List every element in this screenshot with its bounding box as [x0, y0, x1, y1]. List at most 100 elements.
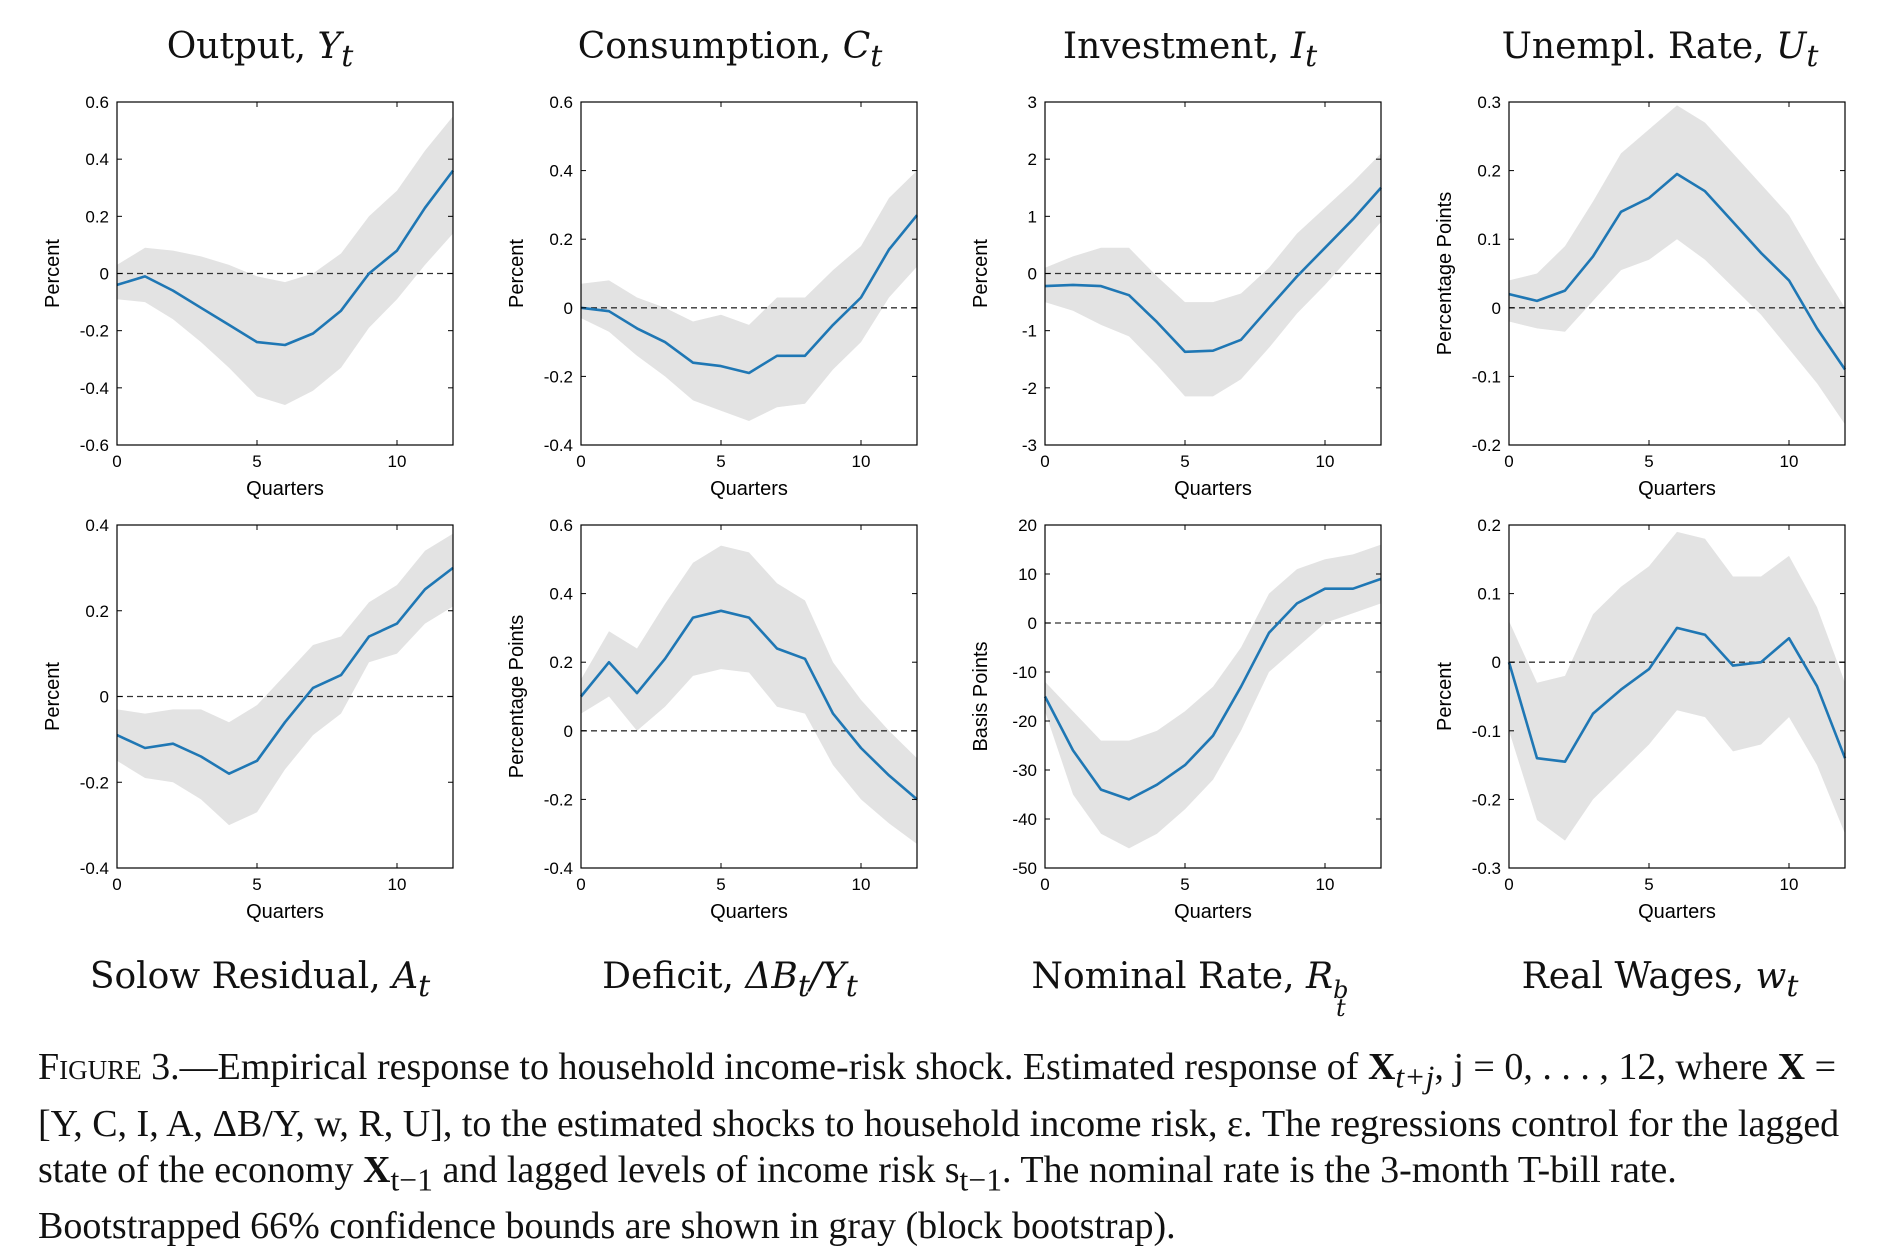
- panel-title-name: Unempl. Rate,: [1501, 26, 1777, 67]
- y-axis-label: Basis Points: [970, 641, 992, 751]
- x-tick-label: 10: [388, 452, 407, 471]
- x-tick-label: 5: [252, 452, 261, 471]
- x-axis-label: Quarters: [1174, 478, 1252, 500]
- caption-text-4: , U], to the estimated shocks to househo…: [383, 1102, 1243, 1145]
- panel-nominal-rate: -50 -40 -30 -20 -10 0 10 20 0 5 10 Quarters Basis Po…: [970, 516, 1382, 923]
- y-tick-label: -10: [1012, 663, 1037, 682]
- y-tick-label: -0.4: [80, 379, 109, 398]
- x-tick-label: 5: [252, 875, 261, 894]
- confidence-band: [581, 170, 917, 421]
- axes-frame: [580, 101, 918, 446]
- caption-vars: , C, I, A, ΔB/Y, w, R: [73, 1102, 384, 1145]
- y-tick-label: -0.2: [544, 367, 573, 386]
- x-tick-label: 5: [1180, 452, 1189, 471]
- caption-x-bold-2: X: [1777, 1046, 1806, 1088]
- caption-x-bold-3: X: [363, 1148, 391, 1191]
- y-tick-label: 0.4: [549, 585, 573, 604]
- panel-output: -0.6 -0.4 -0.2 0 0.2 0.4 0.6 0 5 10 Quarters Percen…: [42, 93, 455, 500]
- panel-title-subscript: t: [1335, 994, 1346, 1022]
- y-tick-label: 0.4: [549, 162, 573, 181]
- caption-text-3: = [Y: [38, 1046, 1837, 1145]
- axes-frame: [1508, 524, 1846, 869]
- panel-deficit: -0.4 -0.2 0 0.2 0.4 0.6 0 5 10 Quarters Percentage…: [506, 516, 918, 923]
- response-line: [579, 609, 918, 801]
- response-line: [580, 214, 919, 375]
- y-tick-label: -0.4: [544, 436, 573, 455]
- panel-title-unemployment: Unempl. Rate, Ut: [1430, 26, 1890, 74]
- panel-title-name: Investment,: [1062, 26, 1291, 67]
- y-axis-label: Percent: [1434, 662, 1456, 731]
- x-tick-label: 0: [1504, 875, 1513, 894]
- panel-title-solow: Solow Residual, At: [30, 956, 490, 1004]
- y-tick-label: -0.6: [80, 436, 109, 455]
- y-tick-label: 1: [1028, 207, 1037, 226]
- x-axis-label: Quarters: [710, 901, 788, 923]
- y-tick-label: -0.4: [80, 859, 109, 878]
- confidence-band: [117, 116, 453, 406]
- x-tick-label: 0: [112, 875, 121, 894]
- charts-canvas: -0.6-0.4-0.200.20.40.60 5 10QuartersPercen…: [42, 93, 1847, 923]
- y-tick-label: -0.3: [1472, 859, 1501, 878]
- confidence-band: [1045, 544, 1381, 849]
- panel-title-name: Nominal Rate,: [1031, 956, 1306, 997]
- panel-title-deficit: Deficit, ΔBt/Yt: [500, 956, 960, 1004]
- y-tick-label: 0.2: [85, 602, 109, 621]
- panel-title-symbol: A: [392, 956, 419, 997]
- panel-title-consumption: Consumption, Ct: [500, 26, 960, 74]
- x-tick-label: 10: [1780, 875, 1799, 894]
- panel-unempl-rate: -0.2 -0.1 0 0.1 0.2 0.3 0 5 10 Quarters Percentage…: [1434, 93, 1847, 500]
- panel-title-name: Real Wages,: [1521, 956, 1756, 997]
- x-tick-label: 10: [852, 875, 871, 894]
- y-tick-label: 0.1: [1477, 230, 1501, 249]
- y-tick-label: 0: [100, 688, 109, 707]
- y-axis-label: Percent: [42, 239, 64, 308]
- x-axis-label: Quarters: [710, 478, 788, 500]
- y-axis-label: Percentage Points: [1434, 192, 1456, 355]
- y-tick-label: 3: [1028, 93, 1037, 112]
- y-tick-label: 0.2: [549, 653, 573, 672]
- x-axis-label: Quarters: [1638, 478, 1716, 500]
- y-tick-label: -30: [1012, 761, 1037, 780]
- x-tick-label: 10: [1316, 452, 1335, 471]
- panel-title-name: Solow Residual,: [89, 956, 393, 997]
- caption-text-7: . The nominal rate is the 3-month T-bill…: [38, 1148, 1677, 1248]
- panel-consumption: -0.4 -0.2 0 0.2 0.4 0.6 0 5 10 Quarters Percent: [506, 93, 919, 500]
- y-tick-label: 0: [1028, 614, 1037, 633]
- x-tick-label: 0: [576, 452, 585, 471]
- y-tick-label: 0: [100, 265, 109, 284]
- y-tick-label: 0.2: [85, 207, 109, 226]
- y-tick-label: 0.4: [85, 150, 109, 169]
- y-tick-label: -0.2: [80, 773, 109, 792]
- caption-text-1: —Empirical response to household income-…: [179, 1046, 1368, 1088]
- x-tick-label: 0: [1040, 875, 1049, 894]
- y-axis-label: Percent: [970, 239, 992, 308]
- x-axis-label: Quarters: [1174, 901, 1252, 923]
- panel-title-symbol: U: [1776, 26, 1807, 67]
- x-tick-label: 0: [576, 875, 585, 894]
- y-tick-label: 0.6: [549, 516, 573, 535]
- y-axis-label: Percentage Points: [506, 615, 528, 778]
- y-tick-label: -3: [1022, 436, 1037, 455]
- confidence-band: [1509, 105, 1845, 425]
- x-tick-label: 10: [388, 875, 407, 894]
- panel-solow-residual: -0.4 -0.2 0 0.2 0.4 0 5 10 Quarters Percent: [42, 516, 454, 923]
- y-tick-label: -0.1: [1472, 722, 1501, 741]
- y-tick-label: 0.6: [549, 93, 573, 112]
- axes-frame: [1044, 524, 1382, 869]
- response-line: [116, 169, 455, 347]
- confidence-band: [1509, 531, 1845, 841]
- panel-title-symbol: C: [842, 26, 871, 67]
- panel-real-wages: -0.3 -0.2 -0.1 0 0.1 0.2 0 5 10 Quarters Percent: [1434, 516, 1847, 923]
- y-tick-label: 0.3: [1477, 93, 1501, 112]
- x-tick-label: 0: [112, 452, 121, 471]
- panel-title-name: Deficit,: [602, 956, 746, 997]
- y-tick-label: -0.1: [1472, 367, 1501, 386]
- y-tick-label: -20: [1012, 712, 1037, 731]
- figure-caption: Figure 3.—Empirical response to househol…: [38, 1044, 1864, 1249]
- caption-text-2: , j = 0, . . . , 12, where: [1434, 1046, 1778, 1088]
- y-axis-label: Percent: [506, 239, 528, 308]
- panel-investment: -3 -2 -1 0 1 2 3 0 5 10 Quarters Percent: [970, 93, 1382, 500]
- x-tick-label: 10: [1316, 875, 1335, 894]
